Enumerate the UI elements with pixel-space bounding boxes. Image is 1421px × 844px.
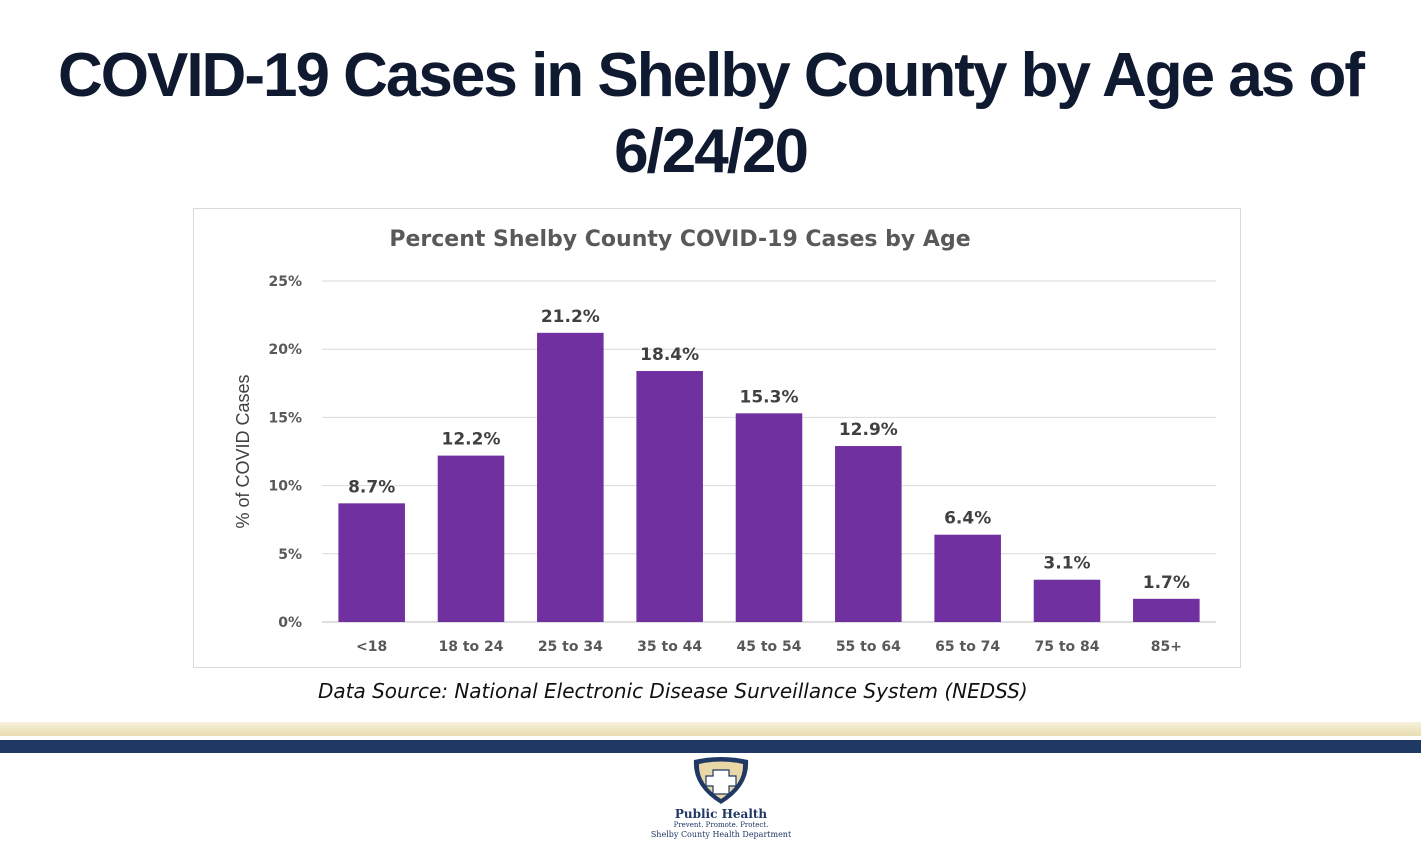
bar (1033, 579, 1101, 622)
bar (636, 371, 703, 622)
bar (1133, 598, 1200, 622)
y-tick-label: 20% (268, 342, 302, 358)
bar (934, 534, 1001, 622)
x-tick-label: 65 to 74 (935, 639, 1000, 655)
logo-tagline: Prevent. Promote. Protect. (673, 821, 769, 829)
x-tick-label: 55 to 64 (836, 639, 901, 655)
data-label: 18.4% (640, 345, 699, 365)
y-tick-label: 0% (278, 615, 302, 631)
x-tick-label: 35 to 44 (637, 639, 702, 655)
x-tick-label: 75 to 84 (1034, 639, 1099, 655)
x-tick-label: <18 (356, 639, 387, 655)
page-title-line-2: 6/24/20 (614, 117, 809, 186)
data-label: 12.9% (839, 420, 898, 440)
data-label: 15.3% (740, 387, 799, 407)
data-label: 8.7% (348, 477, 395, 497)
bar (338, 503, 405, 622)
shield-icon (693, 757, 749, 804)
y-tick-label: 5% (278, 547, 302, 563)
public-health-logo: Public Health Prevent. Promote. Protect.… (640, 756, 802, 844)
x-tick-label: 45 to 54 (736, 639, 801, 655)
y-tick-label: 10% (268, 479, 302, 495)
data-label: 21.2% (541, 307, 600, 327)
logo-department: Shelby County Health Department (650, 830, 792, 839)
x-tick-label: 85+ (1151, 639, 1182, 655)
x-tick-label: 25 to 34 (538, 639, 603, 655)
x-tick-label: 18 to 24 (438, 639, 503, 655)
footer-cream-band (0, 722, 1421, 736)
bar (735, 413, 803, 622)
page-title-line-1: COVID-19 Cases in Shelby County by Age a… (57, 41, 1365, 110)
bar-chart: Percent Shelby County COVID-19 Cases by … (233, 227, 1216, 655)
y-axis-label: % of COVID Cases (233, 374, 253, 528)
y-tick-label: 25% (268, 274, 302, 290)
data-label: 3.1% (1043, 554, 1090, 574)
footer-navy-band (0, 740, 1421, 753)
bar (835, 446, 902, 622)
bar (537, 332, 604, 622)
data-label: 12.2% (442, 430, 501, 450)
data-source-note: Data Source: National Electronic Disease… (318, 679, 1028, 703)
chart-title: Percent Shelby County COVID-19 Cases by … (389, 227, 970, 252)
y-tick-label: 15% (268, 410, 302, 426)
chart-container: Percent Shelby County COVID-19 Cases by … (193, 208, 1241, 668)
page-title: COVID-19 Cases in Shelby County by Age a… (0, 38, 1421, 190)
bar (437, 455, 505, 622)
data-label: 1.7% (1143, 573, 1190, 593)
data-label: 6.4% (944, 509, 991, 529)
logo-name: Public Health (674, 807, 768, 821)
